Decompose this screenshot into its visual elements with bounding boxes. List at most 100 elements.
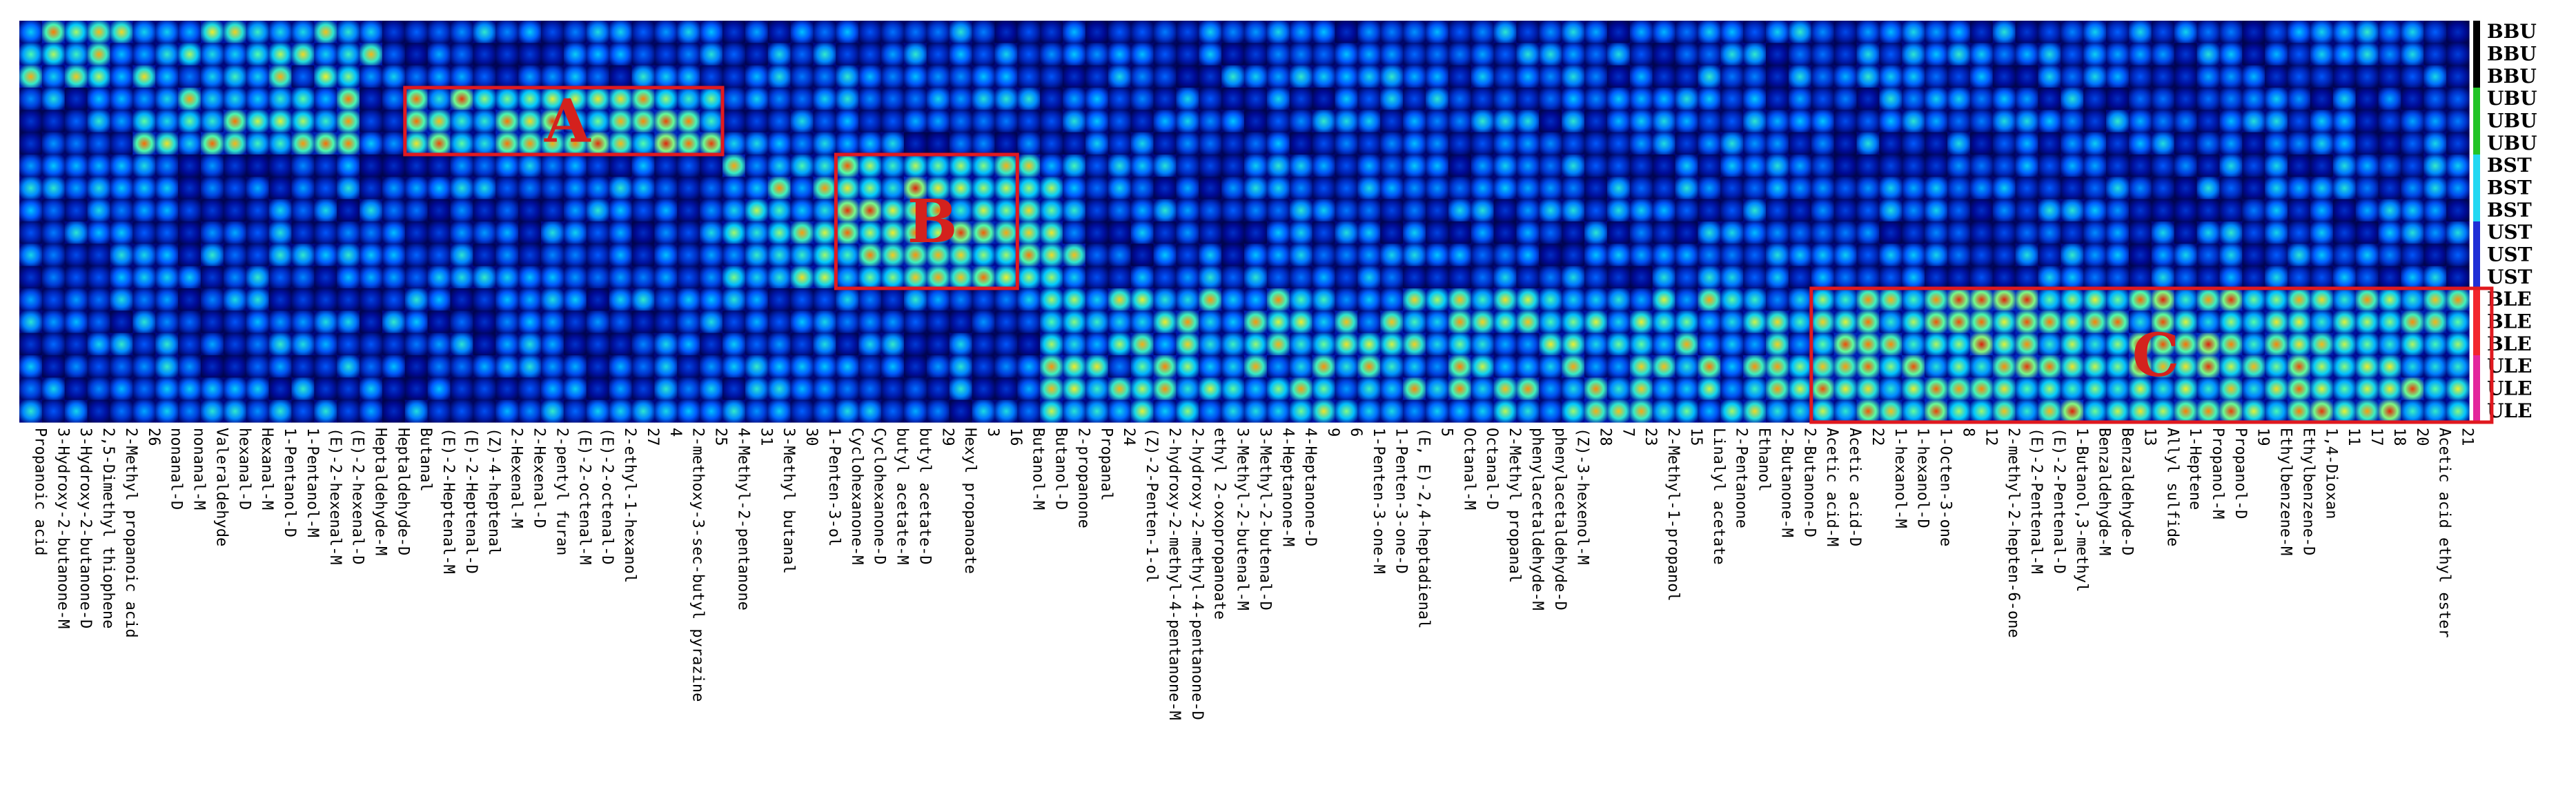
heatmap-cell xyxy=(1562,155,1585,177)
heatmap-cell xyxy=(2378,88,2401,110)
heatmap-cell xyxy=(2378,43,2401,66)
heatmap-cell xyxy=(314,399,337,423)
heatmap-cell xyxy=(2446,377,2470,401)
heatmap-cell xyxy=(2151,244,2175,267)
heatmap-cell xyxy=(155,310,179,334)
heatmap-cell xyxy=(1856,355,1880,378)
heatmap-cell xyxy=(1652,88,1676,110)
heatmap-cell xyxy=(223,110,247,133)
heatmap-cell xyxy=(1992,88,2016,110)
heatmap-cell xyxy=(926,155,950,177)
heatmap-cell xyxy=(1063,21,1086,43)
heatmap-cell xyxy=(722,88,746,110)
heatmap-cell xyxy=(178,65,201,88)
heatmap-cell xyxy=(1403,355,1426,378)
heatmap-cell xyxy=(1856,132,1880,155)
heatmap-cell xyxy=(1153,266,1177,289)
heatmap-cell xyxy=(2242,88,2265,110)
heatmap-cell xyxy=(337,88,360,110)
heatmap-cell xyxy=(903,88,927,110)
heatmap-cell xyxy=(1312,132,1336,155)
heatmap-cell xyxy=(1176,155,1199,177)
heatmap-cell xyxy=(473,43,496,66)
heatmap-cell xyxy=(291,21,315,43)
heatmap-cell xyxy=(1811,43,1835,66)
column-label: 2-ethyl-1-hexanol xyxy=(621,428,638,583)
heatmap-cell xyxy=(1471,132,1495,155)
heatmap-cell xyxy=(2401,244,2424,267)
heatmap-cell xyxy=(1720,88,1744,110)
heatmap-cell xyxy=(2401,266,2424,289)
heatmap-cell xyxy=(1085,132,1109,155)
heatmap-cell xyxy=(1176,21,1199,43)
heatmap-cell xyxy=(1199,377,1222,401)
heatmap-cell xyxy=(1063,88,1086,110)
heatmap-cell xyxy=(1403,377,1426,401)
heatmap-cell xyxy=(858,43,882,66)
heatmap-cell xyxy=(1516,110,1540,133)
heatmap-cell xyxy=(382,355,406,378)
heatmap-cell xyxy=(2128,132,2152,155)
heatmap-cell xyxy=(1108,333,1132,356)
heatmap-cell xyxy=(1266,399,1290,423)
heatmap-cell xyxy=(2174,355,2198,378)
heatmap-cell xyxy=(1493,88,1517,110)
heatmap-cell xyxy=(1312,310,1336,334)
column-label: 19 xyxy=(2254,428,2272,446)
heatmap-cell xyxy=(972,177,996,200)
heatmap-cell xyxy=(41,266,66,289)
heatmap-cell xyxy=(1266,199,1290,222)
heatmap-cell xyxy=(337,333,360,356)
heatmap-cell xyxy=(1176,88,1199,110)
heatmap-cell xyxy=(382,110,406,133)
heatmap-cell xyxy=(473,110,496,133)
heatmap-cell xyxy=(2332,88,2357,110)
heatmap-cell xyxy=(473,399,496,423)
heatmap-cell xyxy=(1153,110,1177,133)
heatmap-cell xyxy=(1335,399,1358,423)
heatmap-cell xyxy=(2196,132,2221,155)
heatmap-cell xyxy=(586,132,610,155)
heatmap-cell xyxy=(1017,199,1041,222)
heatmap-cell xyxy=(631,221,655,244)
heatmap-cell xyxy=(722,43,746,66)
heatmap-cell xyxy=(2423,43,2447,66)
heatmap-cell xyxy=(631,199,655,222)
heatmap-cell xyxy=(337,244,360,267)
heatmap-cell xyxy=(2423,288,2447,311)
heatmap-cell xyxy=(337,21,360,43)
heatmap-cell xyxy=(1176,199,1199,222)
heatmap-cell xyxy=(700,355,723,378)
heatmap-cell xyxy=(1698,88,1721,110)
heatmap-cell xyxy=(1698,221,1721,244)
heatmap-cell xyxy=(1040,244,1063,267)
heatmap-cell xyxy=(677,377,700,401)
heatmap-cell xyxy=(541,155,564,177)
heatmap-cell xyxy=(1380,266,1404,289)
row-group-color xyxy=(2473,110,2480,133)
heatmap-cell xyxy=(1992,155,2016,177)
heatmap-cell xyxy=(881,244,905,267)
heatmap-cell xyxy=(563,177,587,200)
heatmap-cell xyxy=(813,155,836,177)
heatmap-cell xyxy=(1017,399,1041,423)
heatmap-cell xyxy=(1199,333,1222,356)
heatmap-cell xyxy=(1176,399,1199,423)
region-box xyxy=(834,152,1019,290)
heatmap-cell xyxy=(1925,177,1948,200)
heatmap-cell xyxy=(1969,266,1994,289)
heatmap-cell xyxy=(1244,310,1268,334)
heatmap-cell xyxy=(178,88,201,110)
heatmap-cell xyxy=(1357,266,1381,289)
column-label: 28 xyxy=(1596,428,1613,446)
heatmap-cell xyxy=(1902,132,1925,155)
heatmap-cell xyxy=(903,65,927,88)
heatmap-cell xyxy=(337,377,360,401)
heatmap-cell xyxy=(450,110,474,133)
heatmap-cell xyxy=(2151,21,2175,43)
heatmap-cell xyxy=(2242,333,2265,356)
heatmap-cell xyxy=(2106,177,2130,200)
heatmap-cell xyxy=(1063,288,1086,311)
heatmap-cell xyxy=(813,244,836,267)
heatmap-cell xyxy=(223,333,247,356)
